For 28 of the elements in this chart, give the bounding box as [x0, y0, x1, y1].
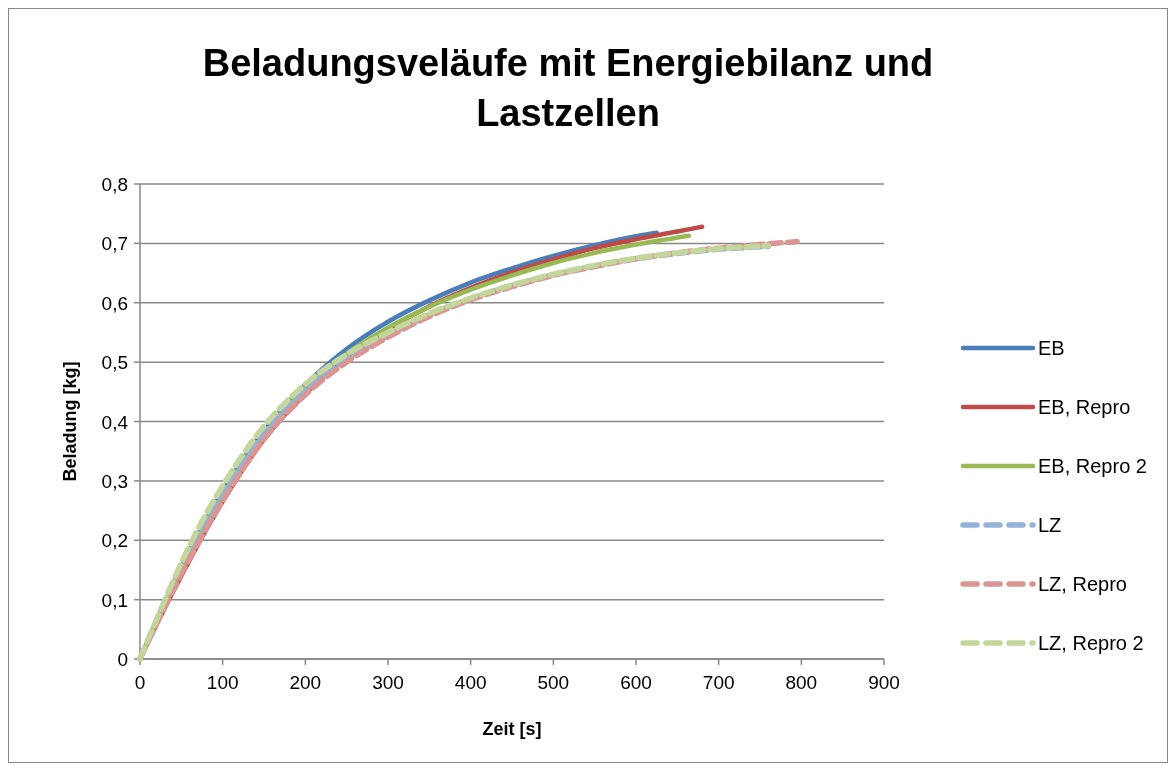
- x-axis-title: Zeit [s]: [482, 719, 542, 739]
- y-tick-label: 0,7: [101, 233, 128, 255]
- x-tick-label: 900: [868, 672, 900, 693]
- x-tick-label: 800: [785, 672, 818, 693]
- y-axis-title: Beladung [kg]: [60, 361, 80, 482]
- y-tick-label: 0,8: [101, 174, 128, 195]
- x-tick-label: 100: [206, 672, 239, 693]
- x-tick-label: 500: [537, 672, 570, 693]
- legend-label: EB, Repro: [1038, 396, 1131, 418]
- x-tick-label: 200: [289, 672, 322, 693]
- x-tick-label: 0: [134, 672, 146, 693]
- x-tick-label: 600: [620, 672, 652, 693]
- x-tick-label: 300: [372, 672, 404, 693]
- y-tick-label: 0,4: [101, 411, 129, 433]
- legend-label: LZ: [1038, 514, 1062, 536]
- legend-label: LZ, Repro 2: [1038, 632, 1144, 654]
- y-tick-label: 0,2: [101, 530, 128, 552]
- chart-title: Beladungsveläufe mit Energiebilanz und Lastzellen: [202, 42, 934, 134]
- y-tick-label: 0,3: [101, 470, 128, 492]
- legend-label: LZ, Repro: [1038, 573, 1127, 595]
- x-tick-label: 400: [454, 672, 487, 693]
- y-tick-label: 0,1: [101, 589, 128, 611]
- legend-label: EB, Repro 2: [1038, 455, 1147, 477]
- x-tick-label: 700: [702, 672, 735, 693]
- y-tick-label: 0,5: [101, 352, 128, 374]
- legend-label: EB: [1038, 337, 1065, 359]
- y-tick-label: 0,6: [101, 292, 128, 314]
- y-tick-label: 0: [117, 649, 128, 670]
